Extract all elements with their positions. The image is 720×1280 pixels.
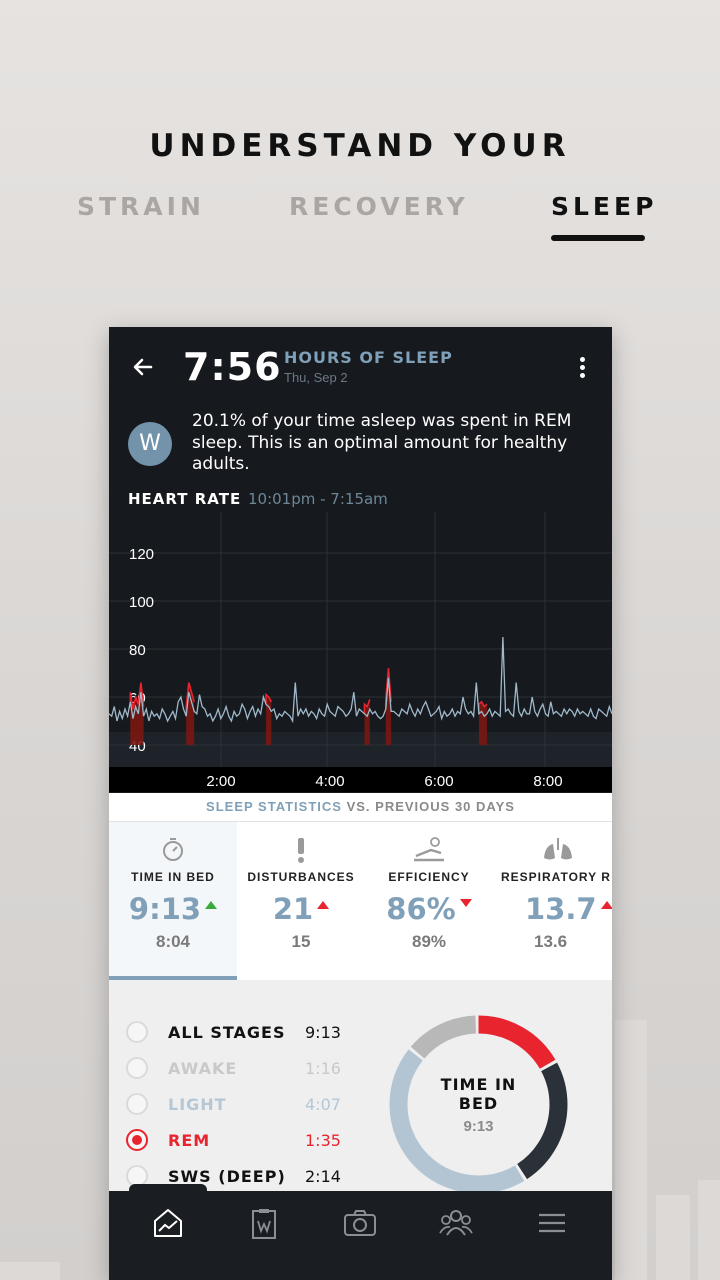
stat-value: 86% — [365, 892, 493, 926]
donut-segment-light — [389, 1015, 568, 1194]
stage-radio-selected[interactable] — [126, 1129, 148, 1151]
stage-label: ALL STAGES — [168, 1023, 286, 1042]
stage-time: 1:16 — [305, 1059, 341, 1078]
sleep-hours-label: HOURS OF SLEEP — [284, 348, 453, 367]
tab-active-underline — [551, 235, 645, 241]
stat-disturbances[interactable]: DISTURBANCES 21 15 — [237, 822, 365, 980]
trend-down-icon — [459, 899, 472, 907]
donut-segment-sws-deep- — [389, 1015, 568, 1194]
stat-value: 21 — [237, 892, 365, 926]
stat-previous: 13.6 — [534, 932, 568, 951]
stat-efficiency[interactable]: EFFICIENCY 86% 89% — [365, 822, 493, 980]
stage-light[interactable]: LIGHT 4:07 — [126, 1092, 356, 1118]
stat-previous: 15 — [291, 932, 311, 951]
stat-respiratory-rate[interactable]: RESPIRATORY R 13.7 13.6 — [493, 822, 612, 980]
stage-radio[interactable] — [126, 1057, 148, 1079]
chart-x-tick-label: 6:00 — [424, 773, 453, 790]
tab-strain[interactable]: STRAIN — [77, 192, 205, 221]
camera-icon[interactable] — [343, 1207, 377, 1239]
rem-period-line — [363, 699, 371, 714]
donut-title: TIME IN BED — [440, 1075, 517, 1113]
stage-label: LIGHT — [168, 1095, 227, 1114]
coach-message: 20.1% of your time asleep was spent in R… — [192, 411, 572, 474]
menu-icon[interactable] — [535, 1207, 569, 1239]
trend-up-icon — [317, 901, 330, 909]
rem-period-fill — [266, 694, 272, 745]
trend-up-icon — [600, 901, 612, 909]
stopwatch-icon — [163, 838, 183, 861]
stage-radio[interactable] — [126, 1021, 148, 1043]
chart-y-tick-label: 100 — [129, 594, 154, 611]
rem-period-line — [185, 682, 195, 717]
more-options-icon[interactable] — [580, 357, 586, 381]
community-icon[interactable] — [439, 1207, 473, 1239]
background-building — [615, 1020, 647, 1280]
background-building — [0, 1262, 60, 1280]
heart-rate-title: HEART RATE — [128, 490, 242, 508]
background-building — [656, 1195, 690, 1280]
lungs-icon — [544, 838, 572, 860]
chart-y-tick-label: 80 — [129, 642, 146, 659]
sleep-stages-donut — [389, 1015, 568, 1194]
stat-value: 13.7 — [493, 892, 612, 926]
stats-row: TIME IN BED 9:13 8:04 DISTURBANCES 21 15… — [109, 822, 612, 980]
stage-label: AWAKE — [168, 1059, 238, 1078]
nav-handle — [129, 1184, 207, 1196]
exclamation-icon — [298, 838, 304, 863]
headline: UNDERSTAND YOUR — [149, 128, 571, 164]
stat-time-in-bed[interactable]: TIME IN BED 9:13 8:04 — [109, 822, 237, 980]
stat-name: TIME IN BED — [131, 870, 215, 884]
stat-previous: 8:04 — [155, 932, 191, 951]
donut-segment-rem — [389, 1015, 568, 1194]
rem-period-line — [265, 692, 273, 705]
chart-lower-band — [109, 732, 612, 767]
background-building — [698, 1180, 720, 1280]
trend-up-icon — [205, 901, 218, 909]
stats-title: SLEEP STATISTICS — [206, 799, 342, 814]
chart-x-tick-label: 8:00 — [533, 773, 562, 790]
stage-all[interactable]: ALL STAGES 9:13 — [126, 1020, 356, 1046]
stage-radio[interactable] — [126, 1093, 148, 1115]
stat-value: 9:13 — [109, 892, 237, 926]
stage-label: REM — [168, 1131, 211, 1150]
stage-time: 2:14 — [305, 1167, 341, 1186]
donut-value: 9:13 — [463, 1118, 494, 1135]
sleeper-bed-icon — [414, 837, 444, 862]
stats-comparison-header: SLEEP STATISTICS VS. PREVIOUS 30 DAYS — [109, 793, 612, 822]
overview-icon[interactable] — [151, 1207, 185, 1239]
coach-avatar: W — [128, 422, 172, 466]
sleep-hours-value: 7:56 — [183, 345, 282, 389]
stat-name: RESPIRATORY R — [501, 870, 611, 884]
chart-x-axis-band — [109, 767, 612, 792]
stat-name: EFFICIENCY — [388, 870, 470, 884]
stage-time: 1:35 — [305, 1131, 341, 1150]
chart-x-tick-label: 2:00 — [206, 773, 235, 790]
rem-period-fill — [478, 701, 487, 745]
stage-awake[interactable]: AWAKE 1:16 — [126, 1056, 356, 1082]
heart-rate-line — [109, 636, 612, 724]
tab-sleep[interactable]: SLEEP — [551, 192, 658, 221]
journal-icon[interactable] — [247, 1207, 281, 1239]
chart-x-tick-label: 4:00 — [315, 773, 344, 790]
rem-period-line — [129, 682, 145, 710]
stat-name: DISTURBANCES — [247, 870, 355, 884]
stage-time: 9:13 — [305, 1023, 341, 1042]
chart-y-tick-label: 120 — [129, 546, 154, 563]
phone-screen: 7:56 HOURS OF SLEEP Thu, Sep 2 W 20.1% o… — [109, 327, 612, 1280]
stage-time: 4:07 — [305, 1095, 341, 1114]
stat-previous: 89% — [411, 932, 447, 951]
sleep-date: Thu, Sep 2 — [284, 370, 348, 385]
heart-rate-range: 10:01pm - 7:15am — [248, 490, 388, 508]
stage-rem[interactable]: REM 1:35 — [126, 1128, 356, 1154]
stage-label: SWS (DEEP) — [168, 1167, 286, 1186]
stage-sws-deep[interactable]: SWS (DEEP) 2:14 — [126, 1164, 356, 1190]
bottom-nav — [109, 1184, 612, 1280]
tab-recovery[interactable]: RECOVERY — [289, 192, 469, 221]
back-arrow-icon[interactable] — [131, 355, 155, 379]
stats-subtitle: VS. PREVIOUS 30 DAYS — [341, 799, 515, 814]
